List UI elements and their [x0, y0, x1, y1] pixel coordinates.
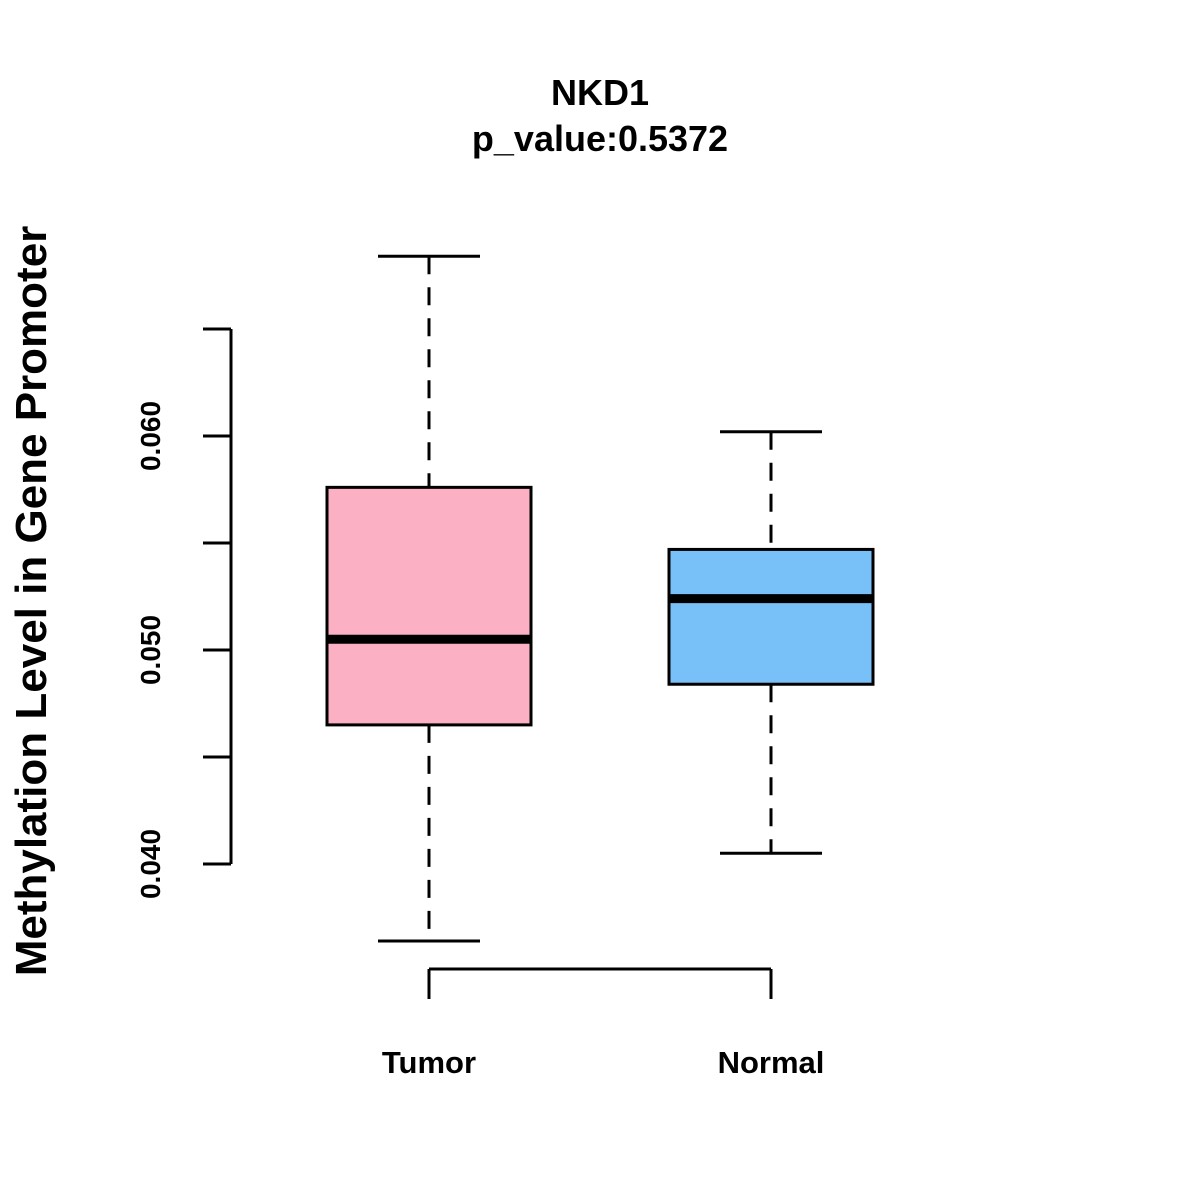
x-axis: Tumor Normal — [382, 967, 825, 1080]
x-tick-label: Tumor — [382, 1045, 476, 1080]
y-axis: 0.040 0.050 0.060 — [135, 327, 233, 899]
y-tick-label: 0.050 — [135, 615, 166, 685]
box-body — [667, 547, 875, 686]
y-axis-label: Methylation Level in Gene Promoter — [7, 226, 56, 977]
box-group — [325, 254, 875, 943]
chart-title: NKD1 — [551, 72, 649, 113]
x-tick-label: Normal — [718, 1045, 825, 1080]
y-tick-label: 0.060 — [135, 401, 166, 471]
y-tick-label: 0.040 — [135, 829, 166, 899]
chart-subtitle: p_value:0.5372 — [472, 118, 728, 159]
box-normal — [667, 430, 875, 855]
box-body — [325, 485, 533, 727]
box-tumor — [325, 254, 533, 943]
